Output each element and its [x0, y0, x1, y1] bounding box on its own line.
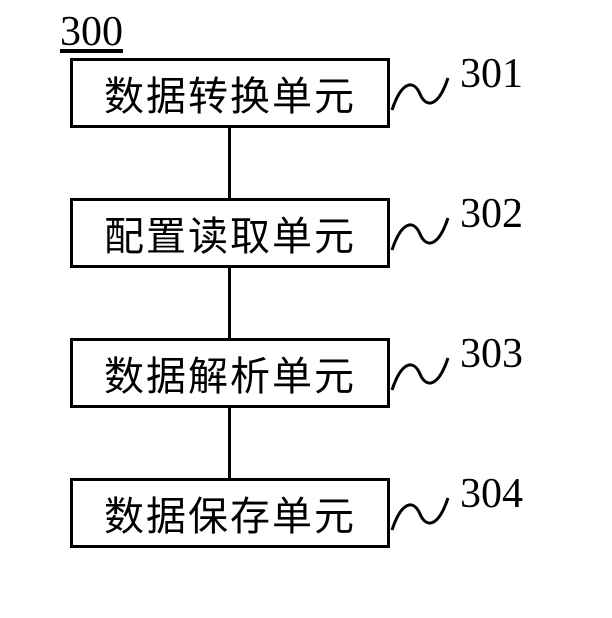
- diagram-title: 300: [60, 8, 123, 56]
- node-1: 数据转换单元: [70, 58, 390, 128]
- callout-squiggle-3: [390, 350, 450, 394]
- callout-squiggle-4: [390, 490, 450, 534]
- node-3: 数据解析单元: [70, 338, 390, 408]
- node-4-label: 数据保存单元: [104, 484, 356, 542]
- node-2-label: 配置读取单元: [104, 204, 356, 262]
- callout-squiggle-1: [390, 70, 450, 114]
- node-1-label: 数据转换单元: [104, 64, 356, 122]
- node-2: 配置读取单元: [70, 198, 390, 268]
- node-1-ref: 301: [460, 50, 523, 98]
- node-4-ref: 304: [460, 470, 523, 518]
- edge-3-4: [228, 408, 231, 478]
- node-3-label: 数据解析单元: [104, 344, 356, 402]
- callout-squiggle-2: [390, 210, 450, 254]
- node-3-ref: 303: [460, 330, 523, 378]
- edge-2-3: [228, 268, 231, 338]
- node-2-ref: 302: [460, 190, 523, 238]
- block-diagram: 300 数据转换单元 301 配置读取单元 302 数据解析单元 303 数据保…: [0, 0, 612, 618]
- edge-1-2: [228, 128, 231, 198]
- node-4: 数据保存单元: [70, 478, 390, 548]
